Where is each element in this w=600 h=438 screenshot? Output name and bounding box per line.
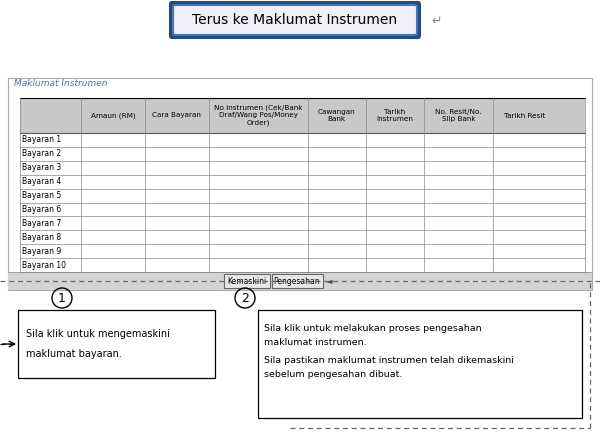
Text: Terus ke Maklumat Instrumen: Terus ke Maklumat Instrumen <box>193 13 398 27</box>
Text: Bayaran 1: Bayaran 1 <box>22 135 61 145</box>
Text: ◄: ◄ <box>326 276 332 286</box>
Text: Sila klik untuk melakukan proses pengesahan: Sila klik untuk melakukan proses pengesa… <box>264 324 482 333</box>
Bar <box>8 272 592 290</box>
Text: ↵: ↵ <box>432 14 442 28</box>
Text: Cara Bayaran: Cara Bayaran <box>152 113 201 119</box>
Text: Bayaran 10: Bayaran 10 <box>22 261 66 269</box>
Text: Sila klik untuk mengemaskini: Sila klik untuk mengemaskini <box>26 329 170 339</box>
Text: No Instrumen (Cek/Bank
Draf/Wang Pos/Money
Order): No Instrumen (Cek/Bank Draf/Wang Pos/Mon… <box>214 105 302 127</box>
Text: Amaun (RM): Amaun (RM) <box>91 112 135 119</box>
Text: Kemaskini: Kemaskini <box>227 276 266 286</box>
Text: Bayaran 4: Bayaran 4 <box>22 177 61 186</box>
FancyBboxPatch shape <box>170 2 420 38</box>
Text: 2: 2 <box>241 292 249 304</box>
Text: Tarikh
Instrumen: Tarikh Instrumen <box>376 109 413 122</box>
Text: Bayaran 3: Bayaran 3 <box>22 163 61 172</box>
FancyBboxPatch shape <box>223 274 269 288</box>
Text: Bayaran 8: Bayaran 8 <box>22 233 61 242</box>
Text: Pengesahan: Pengesahan <box>274 276 320 286</box>
Text: Bayaran 6: Bayaran 6 <box>22 205 61 214</box>
Bar <box>20 98 585 133</box>
FancyBboxPatch shape <box>271 274 323 288</box>
Text: No. Resit/No.
Slip Bank: No. Resit/No. Slip Bank <box>436 109 482 122</box>
Text: maklumat bayaran.: maklumat bayaran. <box>26 349 122 359</box>
Bar <box>8 78 592 290</box>
Text: Sila pastikan maklumat instrumen telah dikemaskini: Sila pastikan maklumat instrumen telah d… <box>264 356 514 365</box>
Text: Bayaran 9: Bayaran 9 <box>22 247 61 256</box>
Text: Cawangan
Bank: Cawangan Bank <box>318 109 355 122</box>
Text: sebelum pengesahan dibuat.: sebelum pengesahan dibuat. <box>264 370 403 379</box>
Bar <box>258 310 582 418</box>
Text: Maklumat Instrumen: Maklumat Instrumen <box>14 79 107 88</box>
Text: 1: 1 <box>58 292 66 304</box>
Text: Bayaran 7: Bayaran 7 <box>22 219 61 228</box>
Text: Bayaran 5: Bayaran 5 <box>22 191 61 200</box>
Text: Tarikh Resit: Tarikh Resit <box>504 113 545 119</box>
FancyBboxPatch shape <box>173 5 417 35</box>
Text: Bayaran 2: Bayaran 2 <box>22 149 61 159</box>
Bar <box>18 310 215 378</box>
Text: maklumat instrumen.: maklumat instrumen. <box>264 338 367 347</box>
